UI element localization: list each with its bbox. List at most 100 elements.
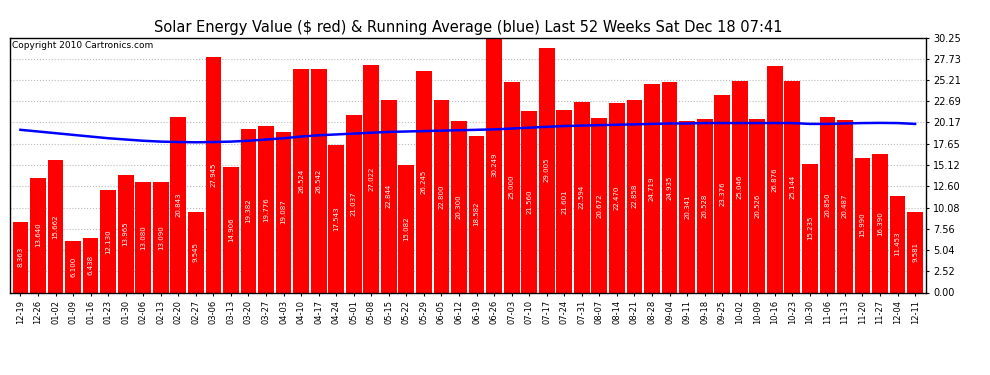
- Text: 15.990: 15.990: [859, 213, 865, 237]
- Text: 15.082: 15.082: [403, 217, 410, 241]
- Bar: [767, 66, 783, 292]
- Text: 23.376: 23.376: [719, 182, 725, 206]
- Bar: [838, 120, 852, 292]
- Text: 27.022: 27.022: [368, 166, 374, 191]
- Text: 21.560: 21.560: [526, 189, 533, 214]
- Bar: [627, 100, 643, 292]
- Bar: [118, 175, 134, 292]
- Text: 20.526: 20.526: [754, 194, 760, 218]
- Text: 12.130: 12.130: [105, 229, 111, 254]
- Bar: [732, 81, 747, 292]
- Bar: [451, 122, 467, 292]
- Text: 11.453: 11.453: [895, 232, 901, 256]
- Text: 9.545: 9.545: [193, 242, 199, 262]
- Text: 19.776: 19.776: [263, 197, 269, 222]
- Bar: [346, 115, 361, 292]
- Bar: [574, 102, 590, 292]
- Text: 18.582: 18.582: [473, 202, 479, 226]
- Bar: [48, 160, 63, 292]
- Bar: [609, 103, 625, 292]
- Bar: [241, 129, 256, 292]
- Text: 25.000: 25.000: [509, 175, 515, 200]
- Text: 8.363: 8.363: [18, 247, 24, 267]
- Text: 22.858: 22.858: [632, 184, 638, 209]
- Title: Solar Energy Value ($ red) & Running Average (blue) Last 52 Weeks Sat Dec 18 07:: Solar Energy Value ($ red) & Running Ave…: [153, 20, 782, 35]
- Text: 13.640: 13.640: [35, 223, 41, 248]
- Bar: [65, 241, 81, 292]
- Text: 25.046: 25.046: [737, 175, 742, 199]
- Bar: [749, 120, 765, 292]
- Text: 26.876: 26.876: [772, 167, 778, 192]
- Bar: [363, 65, 379, 292]
- Bar: [399, 165, 414, 292]
- Text: 24.935: 24.935: [666, 175, 672, 200]
- Bar: [784, 81, 800, 292]
- Text: 24.719: 24.719: [649, 176, 655, 201]
- Bar: [275, 132, 291, 292]
- Bar: [468, 136, 484, 292]
- Bar: [223, 167, 239, 292]
- Bar: [293, 69, 309, 292]
- Text: 26.542: 26.542: [316, 168, 322, 193]
- Text: 6.100: 6.100: [70, 256, 76, 277]
- Bar: [872, 154, 888, 292]
- Text: 21.037: 21.037: [350, 192, 356, 216]
- Bar: [907, 212, 923, 292]
- Text: 22.844: 22.844: [386, 184, 392, 209]
- Bar: [170, 117, 186, 292]
- Bar: [714, 96, 730, 292]
- Bar: [486, 38, 502, 292]
- Text: 6.438: 6.438: [87, 255, 94, 275]
- Text: 26.245: 26.245: [421, 170, 427, 194]
- Bar: [539, 48, 554, 292]
- Text: 20.528: 20.528: [702, 194, 708, 218]
- Text: 19.087: 19.087: [280, 200, 286, 224]
- Text: 14.906: 14.906: [228, 217, 234, 242]
- Bar: [890, 196, 906, 292]
- Bar: [416, 71, 432, 292]
- Bar: [30, 177, 46, 292]
- Text: 17.543: 17.543: [334, 206, 340, 231]
- Text: 29.005: 29.005: [544, 158, 549, 183]
- Bar: [644, 84, 660, 292]
- Bar: [100, 190, 116, 292]
- Bar: [679, 121, 695, 292]
- Bar: [311, 69, 327, 292]
- Text: 25.144: 25.144: [789, 174, 795, 199]
- Text: 15.235: 15.235: [807, 216, 813, 240]
- Text: 15.662: 15.662: [52, 214, 58, 239]
- Bar: [206, 57, 222, 292]
- Bar: [504, 82, 520, 292]
- Text: 20.487: 20.487: [842, 194, 848, 218]
- Text: 20.850: 20.850: [825, 192, 831, 217]
- Text: 20.300: 20.300: [456, 195, 462, 219]
- Text: 13.080: 13.080: [141, 225, 147, 250]
- Text: 22.800: 22.800: [439, 184, 445, 209]
- Text: 20.672: 20.672: [596, 193, 602, 217]
- Text: 13.965: 13.965: [123, 221, 129, 246]
- Bar: [802, 164, 818, 292]
- Bar: [556, 110, 572, 292]
- Bar: [591, 118, 607, 292]
- Bar: [13, 222, 29, 292]
- Bar: [854, 158, 870, 292]
- Text: 16.390: 16.390: [877, 211, 883, 236]
- Bar: [136, 182, 151, 292]
- Bar: [522, 111, 537, 292]
- Bar: [661, 82, 677, 292]
- Text: Copyright 2010 Cartronics.com: Copyright 2010 Cartronics.com: [12, 41, 153, 50]
- Text: 27.945: 27.945: [211, 162, 217, 187]
- Text: 26.524: 26.524: [298, 169, 304, 193]
- Bar: [329, 145, 345, 292]
- Text: 20.843: 20.843: [175, 192, 181, 217]
- Text: 22.594: 22.594: [579, 185, 585, 209]
- Text: 19.382: 19.382: [246, 198, 251, 223]
- Bar: [697, 120, 713, 292]
- Bar: [381, 100, 397, 292]
- Text: 13.090: 13.090: [157, 225, 163, 250]
- Bar: [152, 182, 168, 292]
- Bar: [258, 126, 274, 292]
- Text: 9.581: 9.581: [912, 242, 918, 262]
- Text: 20.341: 20.341: [684, 195, 690, 219]
- Text: 22.470: 22.470: [614, 186, 620, 210]
